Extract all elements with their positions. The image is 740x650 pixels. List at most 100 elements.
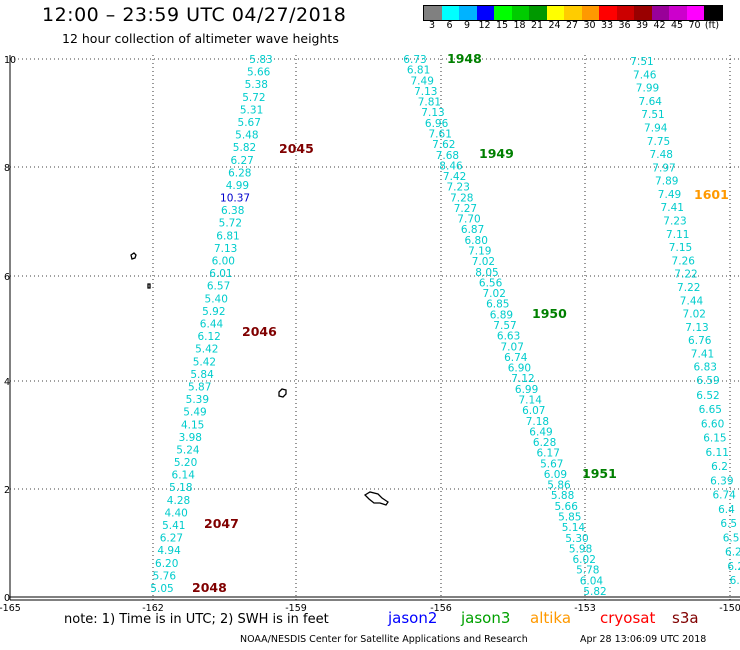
wave-height-value: 6.38 <box>221 205 244 217</box>
wave-height-value: 6.01 <box>209 268 232 280</box>
wave-height-value: 5.20 <box>174 457 197 469</box>
wave-height-value: 5.24 <box>176 444 200 456</box>
wave-height-value: 6.09 <box>544 469 567 481</box>
wave-height-value: 6.07 <box>522 405 545 417</box>
scale-swatch <box>651 6 669 20</box>
wave-height-value: 5.82 <box>233 142 256 154</box>
pass-time-label: 2045 <box>279 141 314 156</box>
wave-height-value: 5.86 <box>547 480 571 492</box>
wave-height-value: 5.98 <box>569 543 592 555</box>
wave-height-value: 7.42 <box>443 171 466 183</box>
wave-height-value: 5.67 <box>238 117 261 129</box>
wave-height-value: 6.5 <box>720 518 737 530</box>
wave-height-value: 7.48 <box>650 149 673 161</box>
wave-height-value: 7.49 <box>411 75 434 87</box>
scale-swatch <box>564 6 582 20</box>
wave-height-value: 7.75 <box>647 136 670 148</box>
wave-height-value: 6.74 <box>504 352 528 364</box>
scale-label: 39 <box>635 20 649 31</box>
scale-label: 3 <box>428 20 436 31</box>
wave-height-value: 6.73 <box>403 54 426 66</box>
lon-tick-label: -165 <box>0 603 21 614</box>
lat-lon-grid <box>9 55 740 601</box>
wave-height-value: 7.13 <box>414 86 437 98</box>
pass-time-label: 1951 <box>582 466 617 481</box>
wave-height-value: 7.70 <box>457 214 480 226</box>
wave-height-value: 6.65 <box>699 404 722 416</box>
altimeter-tracks: 5.835.665.385.725.315.675.485.826.276.28… <box>150 54 740 598</box>
scale-swatch <box>599 6 617 20</box>
satellite-legend-cryosat: cryosat <box>600 609 656 627</box>
wave-height-value: 6.20 <box>155 558 178 570</box>
island-outline <box>147 283 151 289</box>
wave-height-value: 6.27 <box>160 533 183 545</box>
wave-height-value: 6.59 <box>696 375 719 387</box>
wave-height-value: 6.5 <box>723 532 740 544</box>
lat-tick-label: 4 <box>4 377 10 388</box>
wave-height-value: 7.26 <box>672 255 696 267</box>
wave-height-value: 6.76 <box>688 335 712 347</box>
wave-height-value: 5.78 <box>576 565 599 577</box>
wave-height-value: 5.82 <box>583 586 606 598</box>
lon-tick-label: -162 <box>142 603 164 614</box>
wave-height-color-scale <box>423 5 723 21</box>
wave-height-value: 7.22 <box>674 269 697 281</box>
wave-height-value: 5.49 <box>183 407 206 419</box>
island-outline <box>363 491 389 506</box>
wave-height-value: 7.22 <box>677 282 700 294</box>
footer-credit: NOAA/NESDIS Center for Satellite Applica… <box>240 634 528 645</box>
wave-height-value: 7.27 <box>454 203 477 215</box>
latitude-tick-labels: 0 2 4 6 8 10 <box>4 55 16 604</box>
wave-height-value: 8.46 <box>439 160 463 172</box>
wave-height-value: 7.19 <box>468 246 491 258</box>
lat-tick-label: 0 <box>4 593 10 604</box>
longitude-tick-labels: -165 -162 -159 -156 -153 -150 <box>0 603 740 614</box>
wave-height-value: 5.84 <box>190 369 214 381</box>
scale-label: (ft) <box>704 20 720 31</box>
wave-height-value: 6.11 <box>706 447 729 459</box>
satellite-legend-jason3: jason3 <box>461 609 511 627</box>
island-outlines <box>130 252 389 506</box>
wave-height-value: 5.83 <box>249 54 272 66</box>
scale-label: 15 <box>495 20 509 31</box>
pass-time-labels: 1948 1949 1950 1951 2045 2046 2047 2048 1601 <box>192 51 729 595</box>
wave-height-value: 6.17 <box>537 448 560 460</box>
wave-height-value: 6.80 <box>465 235 488 247</box>
wave-height-value: 6.28 <box>228 167 251 179</box>
pass-time-label: 1948 <box>447 51 482 66</box>
wave-height-value: 5.92 <box>202 306 225 318</box>
wave-height-value: 5.05 <box>150 583 173 595</box>
wave-height-value: 7.15 <box>669 242 692 254</box>
scale-label: 33 <box>600 20 614 31</box>
wave-height-value: 7.51 <box>641 109 664 121</box>
wave-height-value: 5.76 <box>153 570 177 582</box>
wave-height-value: 7.41 <box>661 202 684 214</box>
wave-height-value: 6.57 <box>207 281 230 293</box>
wave-height-value: 5.30 <box>565 533 588 545</box>
lon-tick-label: -159 <box>285 603 307 614</box>
footer-timestamp: Apr 28 13:06:09 UTC 2018 <box>580 634 707 645</box>
wave-height-value: 7.64 <box>639 96 663 108</box>
lat-tick-label: 2 <box>4 485 10 496</box>
satellite-legend-jason2: jason2 <box>388 609 438 627</box>
scale-swatch <box>511 6 529 20</box>
page-title: 12:00 – 23:59 UTC 04/27/2018 <box>42 4 347 26</box>
wave-height-value: 6.04 <box>580 575 604 587</box>
wave-height-value: 7.51 <box>630 56 653 68</box>
wave-height-value: 4.94 <box>157 545 181 557</box>
pass-time-label: 2047 <box>204 516 239 531</box>
wave-height-value: 5.42 <box>193 356 216 368</box>
wave-height-value: 6.60 <box>701 418 724 430</box>
wave-height-value: 7.02 <box>683 309 706 321</box>
wave-height-value: 7.13 <box>214 243 237 255</box>
wave-height-value: 6.99 <box>515 384 538 396</box>
page-subtitle: 12 hour collection of altimeter wave hei… <box>62 31 339 46</box>
wave-height-value: 6.90 <box>508 363 531 375</box>
scale-label: 6 <box>446 20 453 31</box>
wave-height-value: 7.89 <box>655 176 678 188</box>
wave-height-value: 5.72 <box>242 92 265 104</box>
wave-height-value: 6.27 <box>230 155 253 167</box>
wave-height-value: 5.87 <box>188 381 211 393</box>
lon-tick-label: -150 <box>719 603 740 614</box>
wave-height-value: 7.12 <box>511 373 534 385</box>
